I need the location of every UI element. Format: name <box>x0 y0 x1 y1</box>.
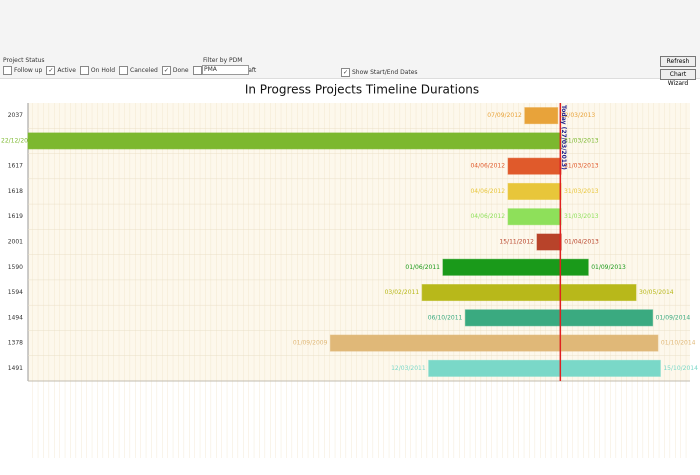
month-grid <box>28 103 690 458</box>
y-tick-label: 1618 <box>8 188 23 195</box>
start-label: 04/06/2012 <box>470 213 505 220</box>
end-label: 01/09/2013 <box>591 264 626 271</box>
status-option[interactable]: Follow up <box>3 66 42 75</box>
wizard-button[interactable]: Chart Wizard <box>660 69 696 87</box>
filter-select[interactable]: PMA <box>202 65 249 75</box>
status-option[interactable]: ✓ Active <box>46 66 76 75</box>
end-label: 31/03/2013 <box>564 213 599 220</box>
toolbar: Project Status Follow up ✓ Active On Hold Ca… <box>0 0 700 87</box>
bar <box>442 258 589 276</box>
start-label: 06/10/2011 <box>428 314 463 321</box>
y-tick-label: 1617 <box>8 163 23 170</box>
bar <box>464 309 654 327</box>
start-label: 03/02/2011 <box>385 289 420 296</box>
start-label: 22/12/2004 <box>1 137 36 144</box>
end-label: 15/10/2014 <box>663 365 698 372</box>
end-label: 31/03/2013 <box>564 188 599 195</box>
checkbox[interactable] <box>119 66 128 75</box>
option-label: Follow up <box>14 67 43 74</box>
checkbox[interactable] <box>3 66 12 75</box>
bar <box>507 182 562 200</box>
start-label: 07/09/2012 <box>487 112 522 119</box>
end-label: 31/03/2013 <box>564 163 599 170</box>
start-label: 01/06/2011 <box>405 264 440 271</box>
show-dates[interactable]: ✓ Show Start/End Dates <box>341 68 418 77</box>
option-label: Done <box>172 67 189 74</box>
bar <box>421 284 637 302</box>
y-tick-label: 1619 <box>8 213 23 220</box>
end-label: 31/03/2013 <box>564 137 599 144</box>
filter-title: Filter by PDM <box>203 57 243 64</box>
bar <box>329 334 659 352</box>
status-option[interactable]: ✓ Done <box>161 66 189 75</box>
bar <box>428 359 661 377</box>
checkbox[interactable]: ✓ <box>161 66 171 75</box>
checkbox[interactable]: ✓ <box>341 68 350 77</box>
show-dates-label: Show Start/End Dates <box>352 69 418 76</box>
bar <box>536 233 562 251</box>
option-label: On Hold <box>90 67 115 74</box>
y-tick-label: 1378 <box>8 340 23 347</box>
y-tick-label: 2037 <box>8 112 23 119</box>
status-option[interactable]: On Hold <box>79 66 115 75</box>
end-label: 01/04/2013 <box>564 239 599 246</box>
option-label: Canceled <box>130 67 158 74</box>
bar <box>524 107 559 125</box>
option-label: Active <box>57 67 76 74</box>
start-label: 04/06/2012 <box>470 163 505 170</box>
y-tick-label: 1590 <box>8 264 23 271</box>
bar <box>507 208 562 226</box>
end-label: 01/10/2014 <box>661 340 696 347</box>
y-tick-label: 1491 <box>8 365 23 372</box>
start-label: 12/03/2011 <box>391 365 426 372</box>
bar <box>27 132 562 150</box>
y-tick-label: 1594 <box>8 289 23 296</box>
start-label: 04/06/2012 <box>470 188 505 195</box>
refresh-button[interactable]: Refresh <box>660 56 696 67</box>
status-option[interactable]: Canceled <box>119 66 158 75</box>
status-title: Project Status <box>3 57 45 64</box>
end-label: 12/03/2013 <box>561 112 596 119</box>
checkbox[interactable] <box>79 66 89 75</box>
end-label: 30/05/2014 <box>639 289 674 296</box>
start-label: 15/11/2012 <box>499 239 534 246</box>
checkbox[interactable] <box>192 66 202 75</box>
y-tick-label: 1494 <box>8 314 23 321</box>
y-tick-label: 2001 <box>8 239 23 246</box>
checkbox[interactable]: ✓ <box>46 66 56 75</box>
chart-title: In Progress Projects Timeline Durations <box>245 83 479 97</box>
today-label: Today (27/03/2013) <box>560 105 567 170</box>
chart: In Progress Projects Timeline Durations … <box>1 83 698 458</box>
end-label: 01/09/2014 <box>656 314 691 321</box>
start-label: 01/09/2009 <box>293 340 328 347</box>
bar <box>507 157 562 175</box>
